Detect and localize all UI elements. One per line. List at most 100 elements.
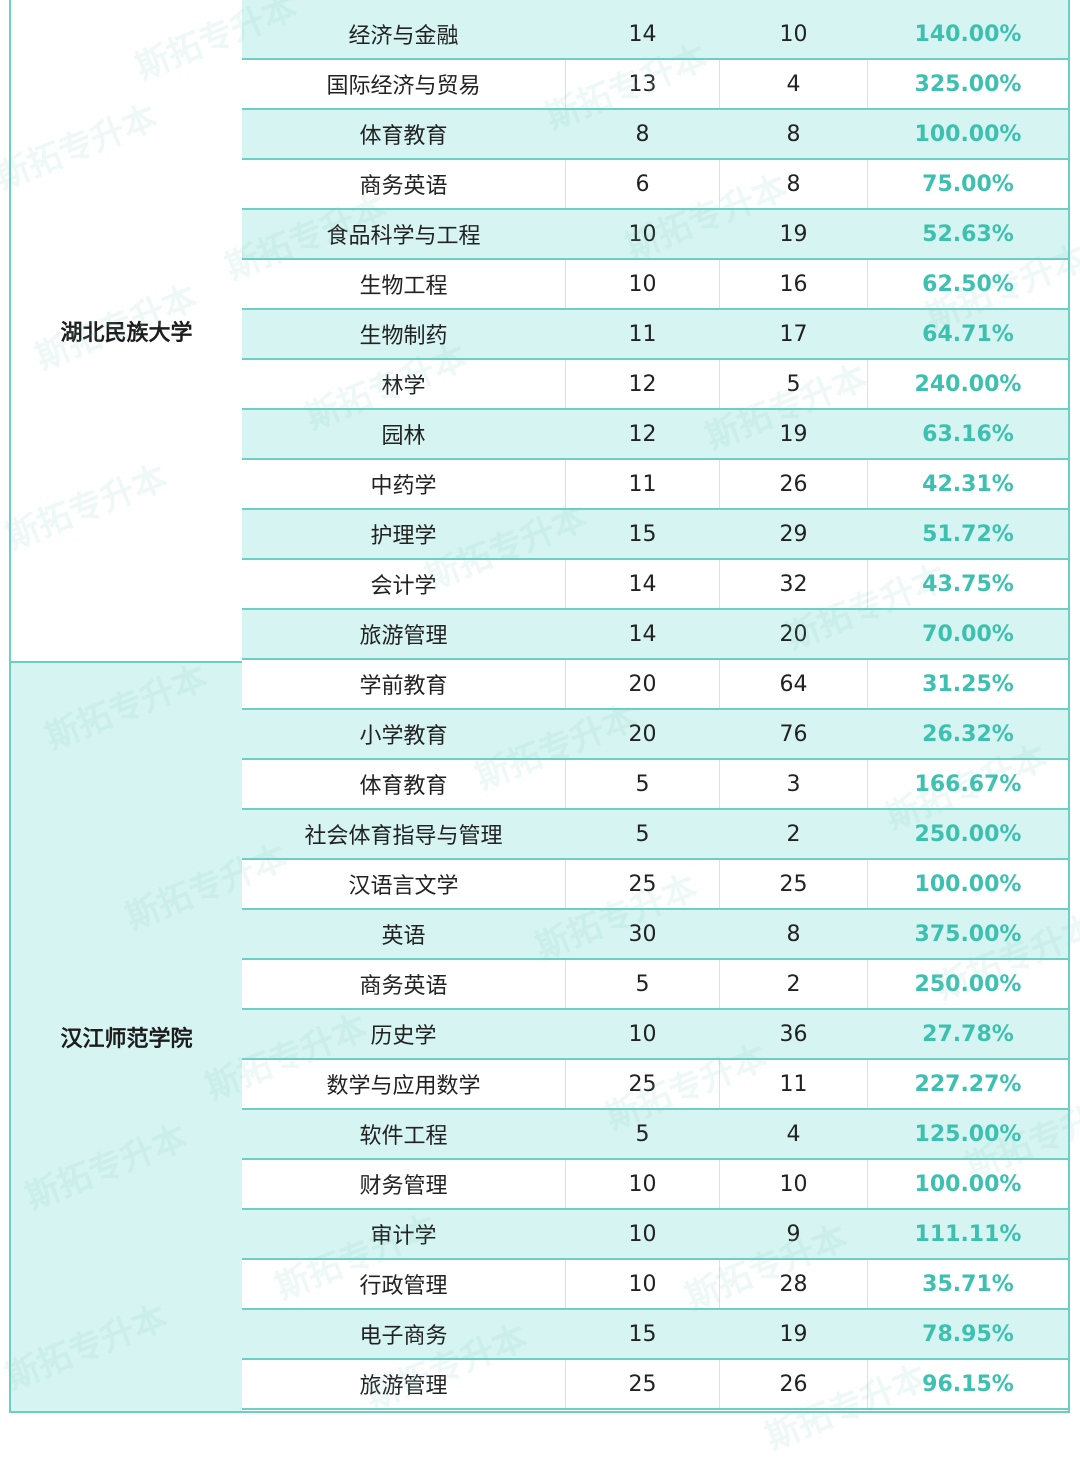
table-row: 中药学 11 26 42.31% [242,460,1068,510]
value-b-cell: 4 [720,60,868,108]
major-cell: 旅游管理 [359,624,448,649]
table-row: 小学教育 20 76 26.32% [242,710,1068,760]
value-b-cell: 8 [786,121,801,147]
ratio-cell: 62.50% [922,271,1014,297]
value-b-cell: 20 [779,621,808,647]
ratio-cell: 63.16% [922,421,1014,447]
ratio-cell: 250.00% [914,821,1022,847]
table-row: 生物制药 11 17 64.71% [242,310,1068,360]
value-b-cell: 2 [786,821,801,847]
major-cell: 护理学 [370,524,437,549]
value-a-cell: 5 [566,760,720,808]
value-b-cell: 19 [779,421,808,447]
major-cell: 电子商务 [359,1324,448,1349]
value-a-cell: 14 [566,560,720,608]
major-cell: 商务英语 [242,960,566,1008]
major-cell: 生物工程 [242,260,566,308]
ratio-cell: 125.00% [914,1121,1022,1147]
table-frame [9,0,1070,1413]
value-a-cell: 6 [566,160,720,208]
major-cell: 生物制药 [359,324,448,349]
table-row: 商务英语 6 8 75.00% [242,160,1068,210]
value-b-cell: 19 [779,1321,808,1347]
value-b-cell: 10 [720,1160,868,1208]
major-cell: 行政管理 [242,1260,566,1308]
value-b-cell: 17 [779,321,808,347]
value-a-cell: 25 [566,1060,720,1108]
major-cell: 园林 [381,424,426,449]
major-cell: 体育教育 [242,760,566,808]
ratio-cell: 325.00% [914,71,1022,97]
value-b-cell: 10 [779,21,808,47]
value-b-cell: 5 [720,360,868,408]
ratio-cell: 96.15% [922,1371,1014,1397]
major-cell: 食品科学与工程 [326,224,481,249]
ratio-cell: 240.00% [914,371,1022,397]
ratio-cell: 166.67% [914,771,1022,797]
table-row: 国际经济与贸易 13 4 325.00% [242,60,1068,110]
table-row: 商务英语 5 2 250.00% [242,960,1068,1010]
value-b-cell: 28 [720,1260,868,1308]
value-a-cell: 15 [628,1321,657,1347]
ratio-cell: 75.00% [922,171,1014,197]
table-row: 会计学 14 32 43.75% [242,560,1068,610]
value-a-cell: 14 [628,621,657,647]
ratio-cell: 78.95% [922,1321,1014,1347]
major-cell: 汉语言文学 [242,860,566,908]
value-b-cell: 76 [779,721,808,747]
value-a-cell: 20 [628,721,657,747]
ratio-cell: 100.00% [914,121,1022,147]
major-cell: 财务管理 [242,1160,566,1208]
major-cell: 审计学 [370,1224,437,1249]
table-row: 历史学 10 36 27.78% [242,1010,1068,1060]
table-body: 经济与金融 14 10 140.00% 国际经济与贸易 13 4 325.00% 体育教育 8 8 1… [242,0,1068,1410]
school-name: 汉江师范学院 [60,1027,193,1052]
major-cell: 英语 [381,924,426,949]
major-cell: 学前教育 [242,660,566,708]
major-cell: 商务英语 [242,160,566,208]
value-a-cell: 5 [635,821,650,847]
value-a-cell: 30 [628,921,657,947]
table-row: 旅游管理 25 26 96.15% [242,1360,1068,1410]
ratio-cell: 227.27% [914,1071,1022,1097]
ratio-cell: 70.00% [922,621,1014,647]
school-name-cell: 湖北民族大学 [11,0,242,661]
value-a-cell: 20 [566,660,720,708]
major-cell: 小学教育 [359,724,448,749]
ratio-cell: 43.75% [922,571,1014,597]
ratio-cell: 35.71% [922,1271,1014,1297]
value-b-cell: 2 [720,960,868,1008]
value-a-cell: 10 [566,1260,720,1308]
value-b-cell: 25 [720,860,868,908]
value-a-cell: 25 [566,1360,720,1408]
value-b-cell: 64 [720,660,868,708]
table-row: 软件工程 5 4 125.00% [242,1110,1068,1160]
table-row: 财务管理 10 10 100.00% [242,1160,1068,1210]
major-cell: 数学与应用数学 [242,1060,566,1108]
value-a-cell: 12 [628,421,657,447]
major-cell: 国际经济与贸易 [242,60,566,108]
ratio-cell: 31.25% [922,671,1014,697]
value-b-cell: 19 [779,221,808,247]
value-a-cell: 10 [628,221,657,247]
major-cell: 历史学 [370,1024,437,1049]
value-a-cell: 10 [628,1021,657,1047]
major-cell: 经济与金融 [348,24,459,49]
ratio-cell: 100.00% [914,871,1022,897]
major-cell: 体育教育 [359,124,448,149]
major-cell: 软件工程 [359,1124,448,1149]
value-b-cell: 8 [720,160,868,208]
value-a-cell: 13 [566,60,720,108]
ratio-cell: 111.11% [914,1221,1022,1247]
value-a-cell: 8 [635,121,650,147]
value-b-cell: 9 [786,1221,801,1247]
table-row: 社会体育指导与管理 5 2 250.00% [242,810,1068,860]
value-a-cell: 15 [628,521,657,547]
major-cell: 林学 [242,360,566,408]
school-name-cell: 汉江师范学院 [11,661,242,1411]
value-a-cell: 11 [566,460,720,508]
ratio-cell: 51.72% [922,521,1014,547]
table-row: 食品科学与工程 10 19 52.63% [242,210,1068,260]
major-cell: 中药学 [242,460,566,508]
value-b-cell: 4 [786,1121,801,1147]
